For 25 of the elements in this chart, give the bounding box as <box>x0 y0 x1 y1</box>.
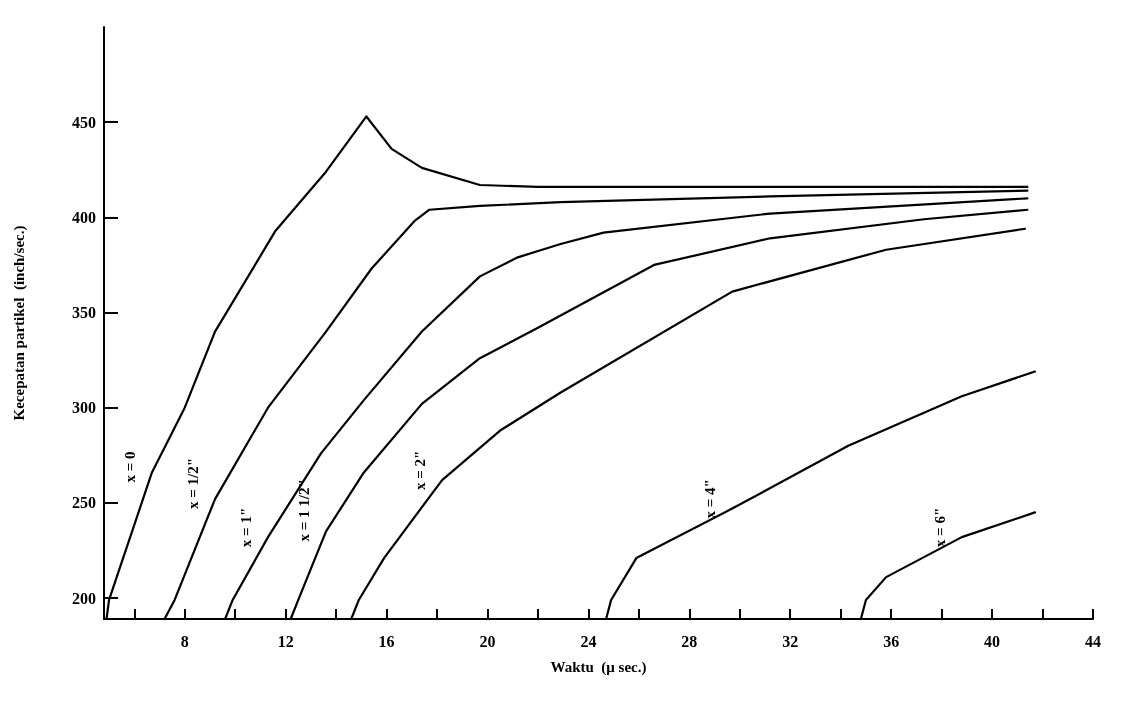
x-tick-label: 8 <box>180 632 189 650</box>
y-tick-label: 400 <box>72 208 96 226</box>
x-tick-label: 24 <box>580 632 597 650</box>
x-tick-label: 16 <box>378 632 395 650</box>
text: x = 4" <box>702 479 719 519</box>
text: x = 2" <box>412 450 429 491</box>
y-tick-label: 350 <box>72 304 96 322</box>
text: x = 1/2" <box>185 458 202 510</box>
text: x = 1 1/2" <box>296 479 313 542</box>
text: x = 6" <box>931 507 948 548</box>
y-axis-title: Kecepatan partikel (inch/sec.) <box>10 225 28 421</box>
x-tick-label: 36 <box>883 632 900 650</box>
x-axis-title: Waktu (μ sec.) <box>550 658 647 676</box>
x-tick-label: 12 <box>277 632 294 650</box>
text: x = 1" <box>237 507 254 548</box>
y-tick-label: 200 <box>72 589 96 607</box>
x-tick-label: 32 <box>782 632 799 650</box>
x-tick-label: 28 <box>681 632 698 650</box>
y-tick-label: 300 <box>72 399 96 417</box>
y-tick-label: 450 <box>72 113 96 131</box>
x-tick-label: 20 <box>479 632 496 650</box>
y-tick-label: 250 <box>72 494 96 512</box>
x-tick-label: 44 <box>1085 632 1101 650</box>
text: x = 0 <box>121 451 138 483</box>
x-tick-label: 40 <box>984 632 1001 650</box>
